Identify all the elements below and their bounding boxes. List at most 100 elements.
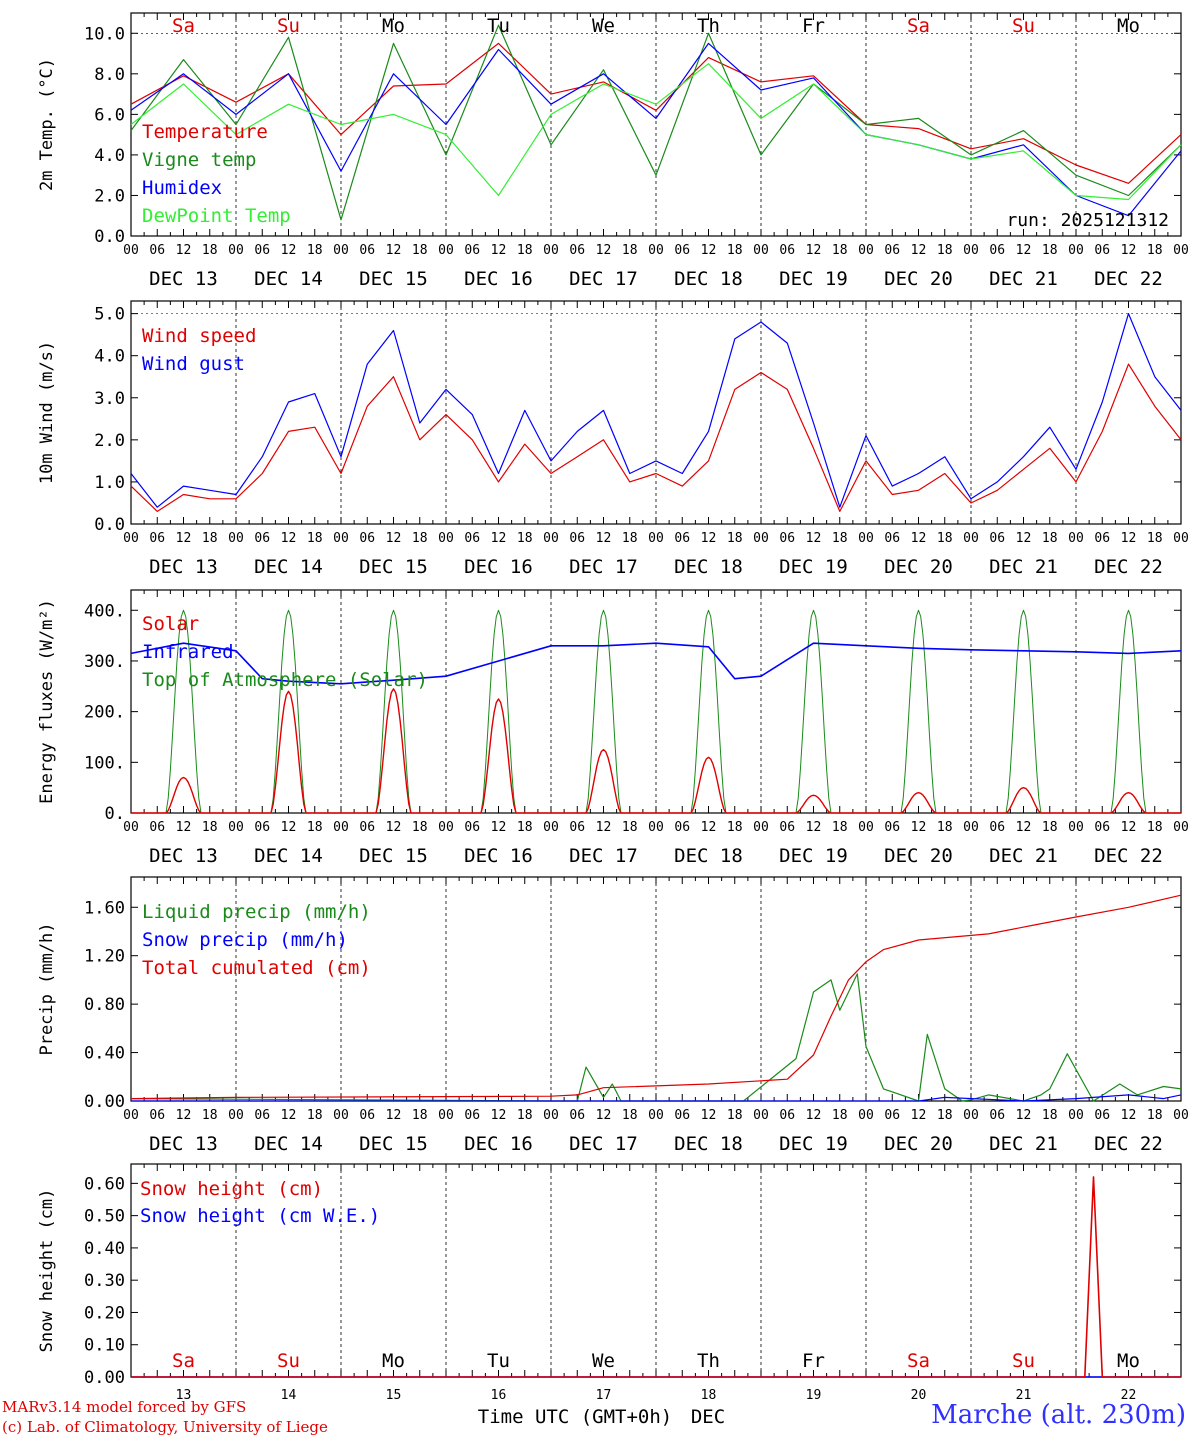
- hour-label: 00: [333, 531, 349, 546]
- day-number-label: 15: [386, 1388, 402, 1403]
- day-label: DEC 21: [989, 268, 1058, 290]
- hour-label: 06: [359, 1108, 375, 1123]
- hour-label: 18: [412, 531, 428, 546]
- hour-label: 00: [438, 243, 454, 258]
- hour-label: 12: [701, 1108, 717, 1123]
- hour-label: 18: [202, 1108, 218, 1123]
- hour-label: 00: [438, 1108, 454, 1123]
- y-tick-label: 0.40: [84, 1239, 125, 1259]
- hour-label: 12: [806, 1108, 822, 1123]
- day-label: DEC 21: [989, 1133, 1058, 1155]
- hour-label: 18: [727, 531, 743, 546]
- hour-label: 00: [228, 1108, 244, 1123]
- hour-label: 06: [254, 820, 270, 835]
- hour-label: 12: [1121, 243, 1137, 258]
- hour-label: 12: [491, 1108, 507, 1123]
- hour-label: 12: [701, 243, 717, 258]
- hour-label: 00: [648, 243, 664, 258]
- day-label: DEC 18: [674, 1133, 743, 1155]
- hour-label: 06: [464, 820, 480, 835]
- day-label: DEC 13: [149, 556, 218, 578]
- day-label: DEC 13: [149, 1133, 218, 1155]
- hour-label: 18: [727, 1108, 743, 1123]
- hour-label: 06: [254, 531, 270, 546]
- hour-label: 00: [1173, 243, 1189, 258]
- legend-entry: Snow height (cm W.E.): [140, 1205, 380, 1227]
- y-tick-label: 3.0: [94, 389, 125, 409]
- hour-label: 06: [884, 531, 900, 546]
- hour-label: 06: [989, 1108, 1005, 1123]
- hour-label: 00: [858, 820, 874, 835]
- hour-label: 06: [569, 243, 585, 258]
- hour-label: 18: [307, 1108, 323, 1123]
- panel-energy: 0. 100. 200. 300. 400. Energy fluxes (W/m²) 00…: [37, 589, 1189, 867]
- day-label: DEC 19: [779, 1133, 848, 1155]
- weekday-label: Sa: [172, 1350, 195, 1372]
- legend-entry: Snow precip (mm/h): [142, 929, 348, 951]
- hour-label: 00: [753, 531, 769, 546]
- y-axis-label: Snow height (cm): [37, 1189, 57, 1353]
- y-tick-label: 1.20: [84, 947, 125, 967]
- y-axis-label: 2m Temp. (°C): [37, 58, 57, 191]
- hour-label: 00: [333, 820, 349, 835]
- y-tick-label: 4.0: [94, 146, 125, 166]
- y-axis-label: 10m Wind (m/s): [37, 341, 57, 484]
- hour-label: 12: [596, 243, 612, 258]
- day-label: DEC 21: [989, 556, 1058, 578]
- hour-label: 00: [543, 1108, 559, 1123]
- legend-entry: Wind gust: [142, 353, 245, 375]
- y-tick-label: 0.60: [84, 1174, 125, 1194]
- hour-label: 12: [911, 531, 927, 546]
- day-label: DEC 18: [674, 556, 743, 578]
- weekday-label: Mo: [1117, 15, 1140, 37]
- run-label: run: 2025121312: [1006, 210, 1169, 231]
- model-credit: MARv3.14 model forced by GFS: [2, 1398, 247, 1416]
- hour-label: 12: [1121, 820, 1137, 835]
- hour-label: 06: [779, 531, 795, 546]
- hour-label: 18: [1042, 531, 1058, 546]
- y-tick-label: 0.80: [84, 995, 125, 1015]
- hour-label: 12: [281, 531, 297, 546]
- hour-label: 06: [464, 243, 480, 258]
- hour-label: 00: [438, 531, 454, 546]
- series-line-1: [131, 1176, 1181, 1378]
- day-label: DEC 14: [254, 1133, 323, 1155]
- plot-frame: [130, 12, 1182, 237]
- hour-label: 06: [1094, 820, 1110, 835]
- plot-frame: [130, 589, 1182, 814]
- hour-label: 18: [517, 1108, 533, 1123]
- hour-label: 00: [543, 531, 559, 546]
- day-label: DEC 22: [1094, 556, 1163, 578]
- hour-label: 12: [701, 531, 717, 546]
- hour-label: 06: [674, 1108, 690, 1123]
- hour-label: 00: [963, 243, 979, 258]
- station-label: Marche (alt. 230m): [931, 1400, 1186, 1430]
- hour-label: 06: [989, 531, 1005, 546]
- series-line-0: [130, 42, 1182, 184]
- day-label: DEC 19: [779, 556, 848, 578]
- hour-label: 18: [727, 820, 743, 835]
- y-tick-label: 300.: [84, 652, 125, 672]
- hour-label: 12: [386, 243, 402, 258]
- panel-precip: 0.00 0.40 0.80 1.20 1.60 Precip (mm/h) 00 06 12 1…: [37, 876, 1189, 1155]
- day-label: DEC 17: [569, 268, 638, 290]
- day-label: DEC 22: [1094, 845, 1163, 867]
- hour-label: 00: [228, 820, 244, 835]
- y-tick-label: 4.0: [94, 347, 125, 367]
- hour-label: 12: [386, 531, 402, 546]
- hour-label: 18: [1147, 1108, 1163, 1123]
- hour-label: 06: [884, 820, 900, 835]
- day-number-label: 22: [1121, 1388, 1137, 1403]
- hour-label: 12: [281, 1108, 297, 1123]
- weekday-label: We: [592, 1350, 615, 1372]
- day-number-label: 17: [596, 1388, 612, 1403]
- hour-label: 12: [176, 1108, 192, 1123]
- y-tick-label: 8.0: [94, 65, 125, 85]
- hour-label: 06: [779, 243, 795, 258]
- y-tick-label: 0.0: [94, 227, 125, 247]
- hour-label: 12: [596, 1108, 612, 1123]
- hour-label: 00: [333, 1108, 349, 1123]
- hour-label: 12: [596, 820, 612, 835]
- hour-label: 18: [517, 531, 533, 546]
- y-tick-label: 200.: [84, 703, 125, 723]
